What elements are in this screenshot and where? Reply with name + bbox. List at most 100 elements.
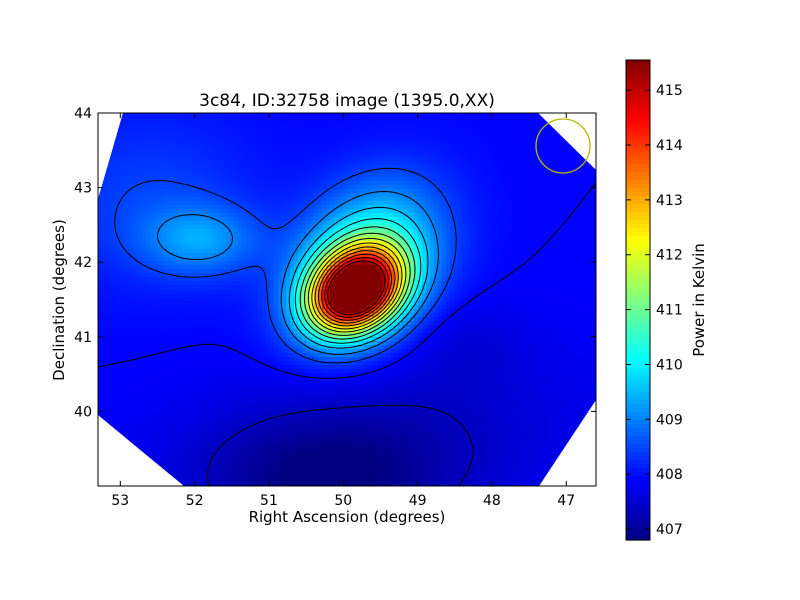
heatmap-cell [574, 165, 579, 170]
heatmap-cell [506, 145, 511, 150]
heatmap-cell [278, 193, 283, 198]
heatmap-cell [378, 193, 383, 198]
heatmap-cell [530, 141, 535, 146]
heatmap-cell [478, 137, 483, 142]
heatmap-cell [138, 125, 143, 130]
heatmap-cell [346, 225, 351, 230]
heatmap-cell [258, 201, 263, 206]
heatmap-cell [434, 253, 439, 258]
heatmap-cell [210, 209, 215, 214]
heatmap-cell [494, 269, 499, 274]
heatmap-cell [486, 245, 491, 250]
heatmap-cell [310, 193, 315, 198]
heatmap-cell [374, 253, 379, 258]
heatmap-cell [134, 205, 139, 210]
heatmap-cell [402, 125, 407, 130]
heatmap-cell [226, 249, 231, 254]
heatmap-cell [274, 153, 279, 158]
heatmap-cell [426, 245, 431, 250]
heatmap-cell [274, 133, 279, 138]
heatmap-cell [106, 177, 111, 182]
heatmap-cell [570, 265, 575, 270]
heatmap-cell [574, 181, 579, 186]
heatmap-cell [346, 217, 351, 222]
heatmap-cell [114, 269, 119, 274]
heatmap-cell [166, 245, 171, 250]
heatmap-cell [222, 217, 227, 222]
heatmap-cell [278, 157, 283, 162]
heatmap-cell [538, 189, 543, 194]
heatmap-cell [270, 129, 275, 134]
heatmap-cell [450, 269, 455, 274]
heatmap-cell [342, 249, 347, 254]
heatmap-cell [134, 225, 139, 230]
heatmap-cell [390, 145, 395, 150]
heatmap-cell [330, 189, 335, 194]
heatmap-cell [586, 265, 591, 270]
heatmap-cell [198, 197, 203, 202]
heatmap-cell [218, 233, 223, 238]
heatmap-cell [142, 169, 147, 174]
heatmap-cell [474, 197, 479, 202]
heatmap-cell [394, 225, 399, 230]
heatmap-cell [114, 241, 119, 246]
heatmap-cell [386, 173, 391, 178]
heatmap-cell [234, 249, 239, 254]
heatmap-cell [490, 117, 495, 122]
heatmap-cell [294, 145, 299, 150]
heatmap-cell [154, 133, 159, 138]
heatmap-cell [322, 121, 327, 126]
heatmap-cell [546, 205, 551, 210]
heatmap-cell [446, 185, 451, 190]
heatmap-cell [314, 137, 319, 142]
heatmap-cell [226, 237, 231, 242]
heatmap-cell [122, 253, 127, 258]
heatmap-cell [102, 241, 107, 246]
heatmap-cell [306, 249, 311, 254]
heatmap-cell [490, 225, 495, 230]
heatmap-cell [202, 165, 207, 170]
heatmap-cell [538, 165, 543, 170]
heatmap-cell [490, 241, 495, 246]
heatmap-cell [474, 157, 479, 162]
heatmap-cell [166, 193, 171, 198]
heatmap-cell [266, 257, 271, 262]
heatmap-cell [502, 121, 507, 126]
heatmap-cell [478, 169, 483, 174]
heatmap-cell [294, 137, 299, 142]
heatmap-cell [378, 153, 383, 158]
heatmap-cell [242, 113, 247, 118]
heatmap-cell [558, 133, 563, 138]
heatmap-cell [402, 169, 407, 174]
heatmap-cell [98, 193, 103, 198]
heatmap-cell [594, 225, 596, 230]
heatmap-cell [394, 213, 399, 218]
heatmap-cell [274, 157, 279, 162]
heatmap-cell [202, 261, 207, 266]
heatmap-cell [230, 249, 235, 254]
heatmap-cell [314, 205, 319, 210]
heatmap-cell [174, 265, 179, 270]
heatmap-cell [538, 205, 543, 210]
heatmap-cell [442, 113, 447, 118]
heatmap-cell [526, 133, 531, 138]
heatmap-cell [386, 129, 391, 134]
heatmap-cell [574, 221, 579, 226]
heatmap-cell [374, 137, 379, 142]
heatmap-cell [302, 189, 307, 194]
heatmap-cell [130, 261, 135, 266]
heatmap-cell [338, 113, 343, 118]
heatmap-cell [246, 189, 251, 194]
heatmap-cell [154, 157, 159, 162]
heatmap-cell [146, 257, 151, 262]
heatmap-cell [114, 145, 119, 150]
heatmap-cell [482, 201, 487, 206]
heatmap-cell [462, 249, 467, 254]
heatmap-cell [574, 269, 579, 274]
heatmap-cell [374, 185, 379, 190]
heatmap-cell [510, 121, 515, 126]
heatmap-cell [194, 173, 199, 178]
heatmap-cell [338, 149, 343, 154]
heatmap-cell [454, 145, 459, 150]
heatmap-cell [382, 125, 387, 130]
